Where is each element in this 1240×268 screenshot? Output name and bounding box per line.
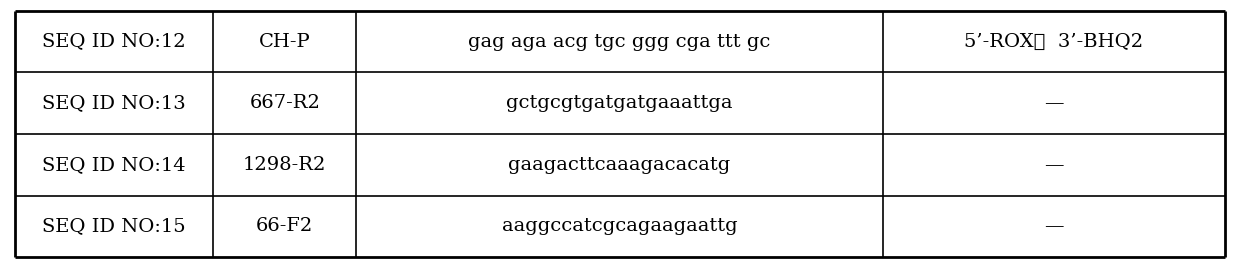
Text: gctgcgtgatgatgaaattga: gctgcgtgatgatgaaattga bbox=[506, 94, 733, 112]
Text: SEQ ID NO:12: SEQ ID NO:12 bbox=[42, 32, 186, 51]
Text: gag aga acg tgc ggg cga ttt gc: gag aga acg tgc ggg cga ttt gc bbox=[469, 32, 770, 51]
Text: —: — bbox=[1044, 217, 1064, 236]
Text: SEQ ID NO:14: SEQ ID NO:14 bbox=[42, 156, 186, 174]
Text: —: — bbox=[1044, 156, 1064, 174]
Text: 66-F2: 66-F2 bbox=[257, 217, 314, 236]
Text: —: — bbox=[1044, 94, 1064, 112]
Text: aaggccatcgcagaagaattg: aaggccatcgcagaagaattg bbox=[502, 217, 738, 236]
Text: 667-R2: 667-R2 bbox=[249, 94, 320, 112]
Text: SEQ ID NO:13: SEQ ID NO:13 bbox=[42, 94, 186, 112]
Text: CH-P: CH-P bbox=[259, 32, 311, 51]
Text: SEQ ID NO:15: SEQ ID NO:15 bbox=[42, 217, 186, 236]
Text: 1298-R2: 1298-R2 bbox=[243, 156, 326, 174]
Text: 5’-ROX，  3’-BHQ2: 5’-ROX， 3’-BHQ2 bbox=[965, 32, 1143, 51]
Text: gaagacttcaaagacacatg: gaagacttcaaagacacatg bbox=[508, 156, 730, 174]
